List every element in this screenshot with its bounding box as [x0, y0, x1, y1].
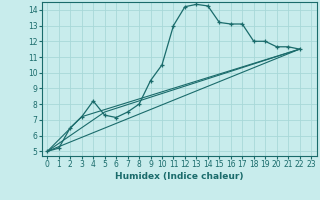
X-axis label: Humidex (Indice chaleur): Humidex (Indice chaleur): [115, 172, 244, 181]
